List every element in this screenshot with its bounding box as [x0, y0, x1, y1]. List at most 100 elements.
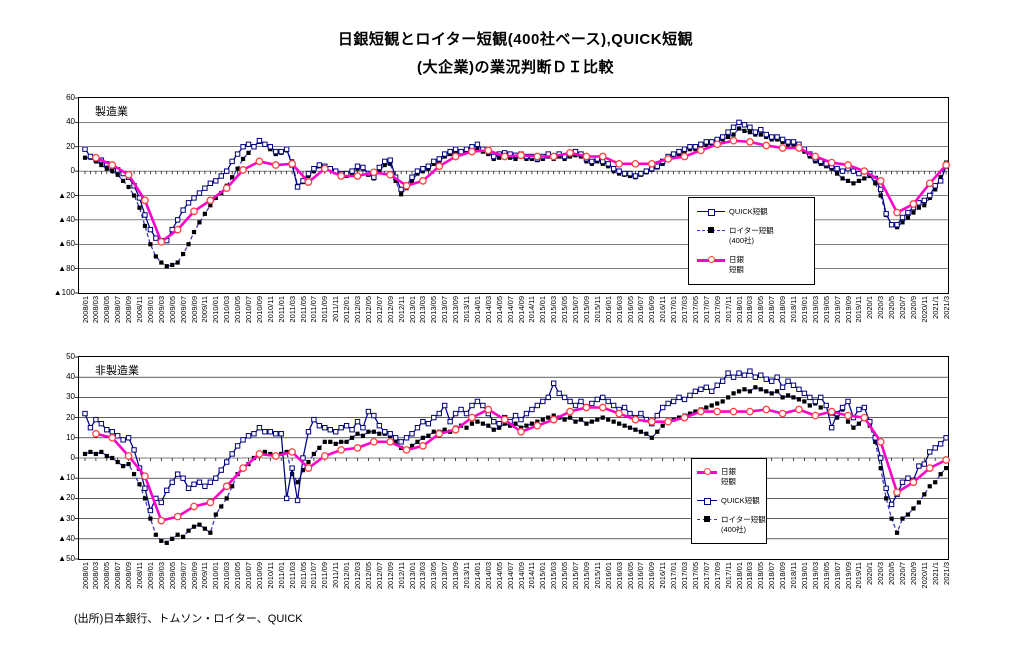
series-reuters-marker	[687, 411, 693, 416]
series-reuters-marker	[660, 423, 665, 428]
x-tick-label: 2009/11	[200, 562, 210, 589]
series-quick-marker	[431, 414, 437, 421]
series-quick-marker	[567, 398, 573, 405]
series-boj-marker	[288, 159, 296, 168]
x-tick-label: 2009/09	[189, 296, 199, 324]
series-quick-marker	[578, 398, 584, 405]
series-reuters-marker	[845, 178, 851, 183]
series-reuters-marker	[617, 421, 622, 426]
x-tick-label: 2013/07	[440, 296, 450, 324]
series-reuters-marker	[508, 155, 513, 160]
x-tick-label: 2019/09	[843, 562, 853, 590]
series-reuters-marker	[409, 443, 415, 448]
series-boj-marker	[746, 138, 754, 146]
series-boj-marker	[860, 167, 869, 175]
series-reuters-marker	[851, 425, 856, 430]
series-quick-marker	[752, 374, 759, 380]
series-reuters-marker	[420, 435, 425, 440]
x-tick-label: 2013/03	[418, 562, 428, 590]
series-quick-marker	[98, 420, 105, 427]
series-quick-marker	[289, 465, 295, 471]
series-quick-marker	[937, 178, 944, 184]
series-quick-marker	[747, 368, 753, 374]
series-boj-marker	[713, 140, 722, 149]
series-reuters-marker	[110, 169, 115, 174]
series-quick-marker	[327, 427, 333, 433]
series-reuters-marker	[747, 130, 752, 135]
series-boj-marker	[451, 425, 460, 434]
x-tick-label: 2015/11	[592, 562, 602, 589]
series-boj-marker	[647, 159, 656, 168]
legend-quick-line-sample	[697, 207, 725, 217]
series-boj-marker	[549, 152, 558, 161]
series-reuters-marker	[709, 403, 714, 408]
x-tick-label: 2019/09	[843, 296, 853, 324]
x-tick-label: 2011/11	[331, 562, 341, 588]
x-tick-label: 2008/05	[102, 296, 112, 324]
x-tick-label: 2020/3	[876, 562, 886, 585]
x-tick-label: 2014/09	[516, 562, 526, 590]
x-tick-label: 2016/07	[636, 562, 646, 590]
series-quick-marker	[807, 394, 813, 401]
series-reuters-marker	[878, 193, 883, 198]
x-tick-label: 2010/09	[254, 296, 264, 324]
series-reuters-marker	[578, 417, 584, 422]
legend-quick-label: QUICK短観	[729, 207, 768, 216]
series-boj-marker	[827, 407, 836, 416]
series-quick-marker	[202, 185, 208, 191]
x-tick-label: 2020/7	[898, 562, 907, 585]
legend-boj-line-sample	[697, 255, 725, 265]
series-quick-marker	[812, 398, 818, 405]
series-reuters-marker	[191, 229, 197, 235]
series-quick-marker	[218, 467, 224, 473]
x-tick-label: 2016/01	[603, 296, 613, 324]
x-tick-label: 2017/11	[723, 562, 733, 589]
x-tick-label: 2008/01	[80, 562, 90, 590]
series-boj-marker	[451, 152, 460, 161]
x-tick-label: 2013/09	[451, 562, 461, 590]
series-reuters-marker	[676, 415, 682, 420]
series-quick-marker	[600, 394, 606, 401]
series-boj-marker	[386, 437, 395, 446]
series-quick-marker	[692, 388, 699, 395]
series-quick-marker	[283, 146, 290, 152]
series-quick-marker	[224, 168, 230, 174]
series-quick-marker	[845, 398, 851, 405]
series-reuters-marker	[649, 435, 654, 440]
y-tick-label: ▲50	[58, 554, 75, 563]
x-tick-label: 2017/07	[701, 296, 711, 324]
x-tick-label: 2013/05	[429, 562, 439, 590]
series-quick-marker	[376, 164, 383, 171]
series-quick-marker	[147, 226, 154, 233]
x-tick-label: 2020/11	[919, 296, 929, 323]
series-reuters-marker	[240, 156, 246, 162]
series-boj-marker	[925, 179, 934, 188]
x-tick-label: 2010/03	[222, 562, 232, 590]
x-tick-label: 2017/07	[701, 562, 711, 590]
series-reuters-marker	[442, 427, 447, 432]
y-tick-label: 40	[66, 372, 75, 382]
series-quick-marker	[371, 412, 377, 419]
x-tick-label: 2014/07	[505, 562, 515, 590]
series-boj-marker	[190, 502, 198, 511]
series-reuters-marker	[208, 203, 213, 208]
series-boj-marker	[647, 417, 656, 426]
series-quick-marker	[605, 161, 611, 167]
series-quick-marker	[392, 435, 399, 441]
series-quick-marker	[442, 151, 448, 157]
series-reuters-marker	[818, 405, 823, 410]
x-tick-label: 2012/03	[353, 562, 362, 590]
series-quick-marker	[556, 390, 562, 397]
series-quick-marker	[883, 485, 889, 492]
series-quick-marker	[164, 487, 170, 494]
series-boj-marker	[92, 153, 100, 162]
series-reuters-marker	[290, 472, 295, 477]
nonmanufacturing-plot	[75, 356, 950, 560]
x-tick-label: 2010/09	[254, 562, 264, 590]
series-quick-marker	[93, 416, 99, 423]
x-tick-label: 2011/03	[287, 562, 297, 589]
series-boj-marker	[811, 411, 820, 420]
series-boj-marker	[239, 166, 247, 174]
x-tick-label: 2014/01	[472, 296, 482, 324]
series-reuters-marker	[377, 431, 382, 436]
